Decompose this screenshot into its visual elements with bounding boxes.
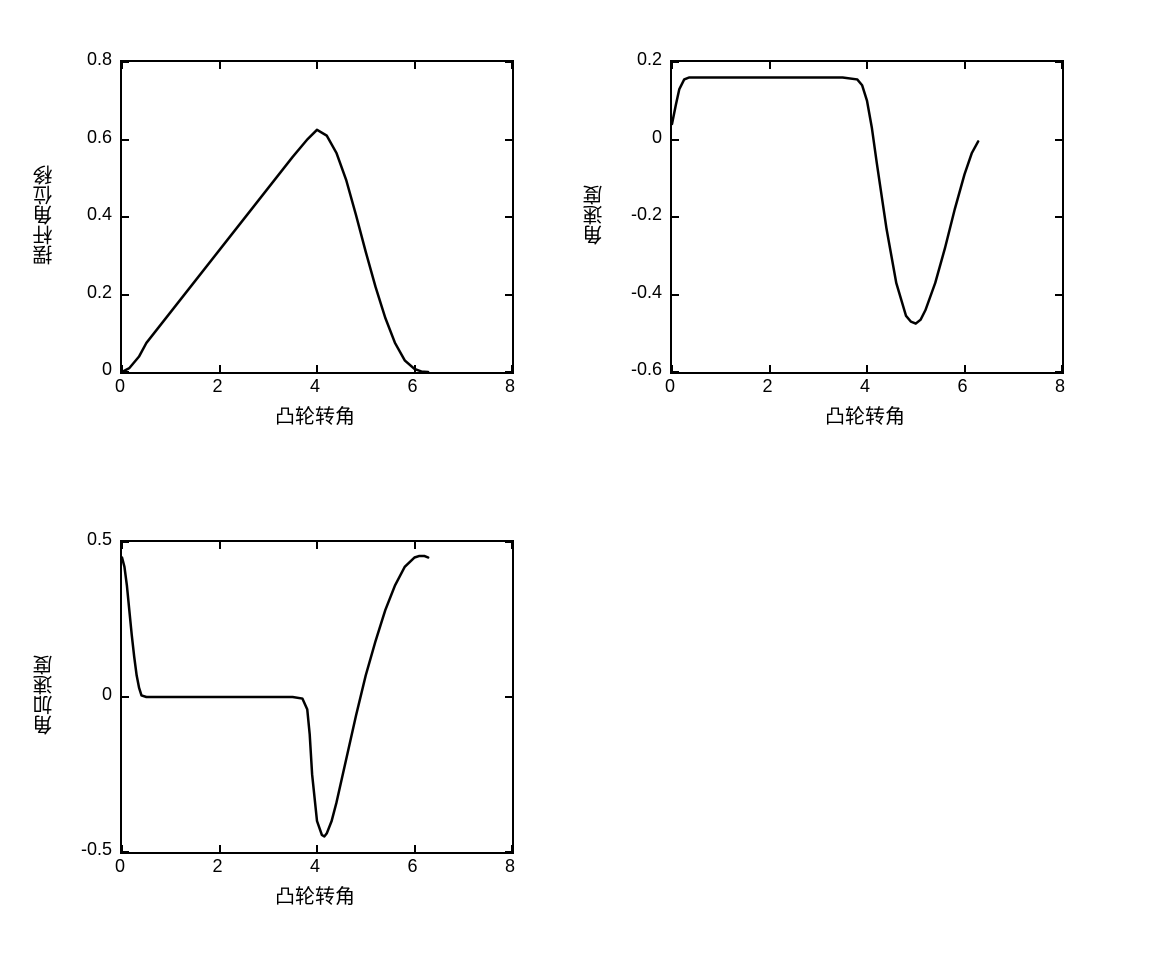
xtick-label: 2 xyxy=(748,376,788,397)
subplot-displacement: 0246800.20.40.60.8凸轮转角摆杆角位移 xyxy=(120,60,510,370)
curve-acceleration xyxy=(122,542,512,852)
ytick-label: 0 xyxy=(60,684,112,705)
ytick-label: 0.2 xyxy=(610,49,662,70)
figure: 0246800.20.40.60.8凸轮转角摆杆角位移02468-0.6-0.4… xyxy=(0,0,1152,960)
xtick-label: 2 xyxy=(198,376,238,397)
plot-area xyxy=(120,60,514,374)
subplot-acceleration: 02468-0.500.5凸轮转角角加速度 xyxy=(120,540,510,850)
ytick-label: 0.4 xyxy=(60,204,112,225)
ytick-label: 0 xyxy=(60,359,112,380)
plot-area xyxy=(670,60,1064,374)
ytick-label: 0.8 xyxy=(60,49,112,70)
xtick-label: 4 xyxy=(295,856,335,877)
xtick-label: 6 xyxy=(393,856,433,877)
ytick-label: -0.4 xyxy=(610,282,662,303)
ylabel: 摆杆角位移 xyxy=(30,60,59,370)
ytick-label: 0.2 xyxy=(60,282,112,303)
curve-velocity xyxy=(672,62,1062,372)
xtick-label: 6 xyxy=(943,376,983,397)
ylabel: 角加速度 xyxy=(30,540,59,850)
ytick-label: -0.6 xyxy=(610,359,662,380)
xtick-label: 4 xyxy=(295,376,335,397)
xlabel: 凸轮转角 xyxy=(670,400,1060,429)
xlabel: 凸轮转角 xyxy=(120,880,510,909)
xlabel: 凸轮转角 xyxy=(120,400,510,429)
xtick-label: 8 xyxy=(490,856,530,877)
plot-area xyxy=(120,540,514,854)
ylabel: 角速度 xyxy=(580,60,609,370)
xtick-label: 2 xyxy=(198,856,238,877)
curve-displacement xyxy=(122,62,512,372)
ytick-label: 0.5 xyxy=(60,529,112,550)
subplot-velocity: 02468-0.6-0.4-0.200.2凸轮转角角速度 xyxy=(670,60,1060,370)
xtick-label: 8 xyxy=(1040,376,1080,397)
ytick-label: 0.6 xyxy=(60,127,112,148)
ytick-label: -0.2 xyxy=(610,204,662,225)
xtick-label: 4 xyxy=(845,376,885,397)
xtick-label: 6 xyxy=(393,376,433,397)
ytick-label: -0.5 xyxy=(60,839,112,860)
ytick-label: 0 xyxy=(610,127,662,148)
xtick-label: 8 xyxy=(490,376,530,397)
